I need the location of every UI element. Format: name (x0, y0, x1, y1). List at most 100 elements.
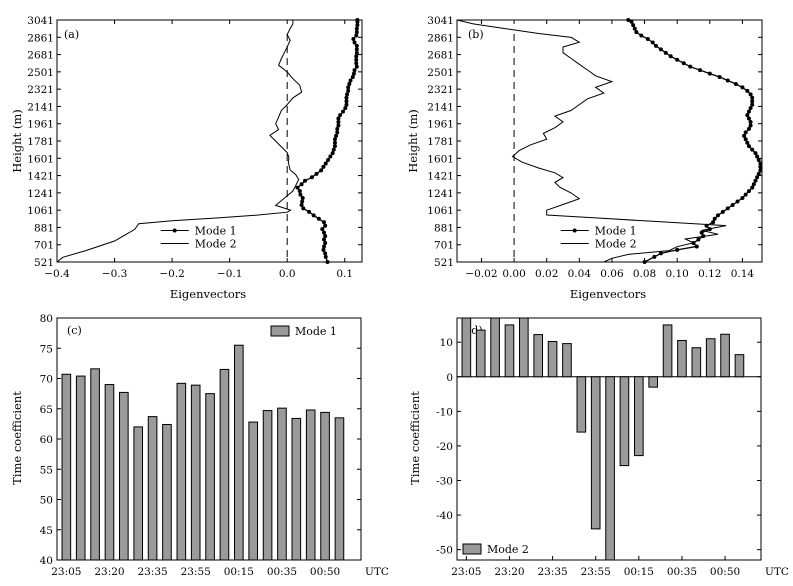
series-1-point (322, 230, 327, 235)
series-1-point (645, 37, 650, 42)
panel-c-ylabel: Time coefficient (10, 391, 24, 485)
series-1-point (331, 147, 336, 152)
series-1-point (740, 85, 745, 90)
series-1-point (323, 161, 328, 166)
panel-a-axes: 521 701 881 1061 1241 1421 1601 1781 1961 2141 232… (27, 15, 363, 280)
x-unit-label: UTC (365, 566, 389, 578)
bar (590, 376, 601, 530)
series-1-point (642, 260, 647, 264)
x-tick-label: 0.00 (502, 268, 525, 280)
bar (162, 423, 172, 560)
series-1-point (311, 213, 316, 218)
x-tick-label: 23:35 (137, 566, 167, 578)
panel-a-label: (a) (64, 28, 79, 41)
bars (61, 344, 345, 560)
series-1-point (351, 37, 356, 42)
x-tick-label: 0.08 (633, 268, 656, 280)
series-1-point (346, 85, 351, 90)
series-1-point (354, 26, 359, 31)
panel-d-axes: -50 -40 -30 -20 -10 0 10 23:05 23:20 23:35 23:55 00… (436, 317, 789, 578)
series-1-point (323, 234, 328, 239)
series-1-point (740, 196, 745, 201)
panel-c: (c) 40 45 50 55 60 65 70 75 80 23:05 23:20 23:35 23:… (10, 313, 389, 578)
series-1-point (668, 54, 673, 59)
series-1-point (335, 126, 340, 131)
series-1-point (717, 75, 722, 80)
bar (176, 382, 187, 560)
series-1-point (745, 113, 750, 118)
x-tick-label: 23:55 (581, 566, 611, 578)
y-tick-label: 1241 (427, 188, 454, 200)
bar (320, 411, 330, 560)
y-tick-label: -10 (436, 406, 453, 418)
series-1-point (626, 18, 631, 22)
series-1-point (325, 260, 330, 264)
legend-label-1: Mode 1 (595, 225, 637, 238)
panel-c-plot (61, 344, 345, 560)
series-1-point (355, 18, 360, 22)
bar (734, 354, 745, 378)
series-1-point (300, 199, 305, 204)
panel-d-ylabel: Time coefficient (408, 391, 422, 485)
series-1-point (715, 213, 720, 218)
series-1-point (750, 102, 755, 107)
series-1-point (352, 40, 357, 45)
series-1-point (332, 140, 337, 145)
bar (720, 333, 730, 378)
panel-a-ylabel: Height (m) (10, 109, 24, 172)
series-1-point (335, 130, 340, 135)
series-1-point (343, 106, 348, 111)
bar (219, 368, 230, 560)
bar (90, 368, 100, 560)
series-1-point (347, 81, 352, 86)
series-1-line (296, 20, 359, 263)
series-1-point (755, 175, 760, 180)
y-tick-label: 2321 (427, 84, 454, 96)
series-1-point (354, 33, 359, 38)
bar (205, 393, 215, 560)
bar (619, 376, 630, 467)
y-tick-label: 75 (40, 343, 53, 355)
series-1-point (745, 88, 750, 93)
series-1-point (338, 113, 343, 118)
series-1-point (725, 206, 730, 211)
series-1-point (746, 109, 751, 114)
series-1-point (629, 19, 634, 24)
series-1-point (323, 240, 328, 245)
bar (262, 410, 273, 560)
bar (576, 376, 587, 433)
y-tick-label: 2861 (427, 32, 454, 44)
series-1-point (323, 223, 328, 228)
y-tick-label: -20 (436, 441, 453, 453)
series-1-point (336, 116, 341, 121)
bar (662, 324, 673, 378)
series-1-point (743, 192, 748, 197)
series-1-point (319, 168, 324, 173)
series-1-point (653, 43, 658, 48)
bar (533, 334, 544, 378)
series-1-point (707, 71, 712, 76)
series-1-point (675, 247, 680, 252)
y-tick-label: 1241 (27, 188, 54, 200)
series-1-line (627, 19, 762, 263)
series-1-point (322, 220, 327, 225)
bar (119, 391, 129, 560)
series-1-point (743, 130, 748, 135)
y-tick-label: 701 (434, 240, 454, 252)
y-tick-label: 1601 (427, 153, 454, 165)
series-1-point (750, 147, 755, 152)
bar (605, 376, 615, 560)
series-1-point (743, 137, 748, 142)
y-tick-label: 3041 (27, 15, 54, 27)
series-1-point (720, 209, 725, 214)
series-1-point (746, 116, 751, 121)
series-1-point (332, 137, 337, 142)
panel-c-axes: 40 45 50 55 60 65 70 75 80 23:05 23:20 23:35 23:55 00… (40, 313, 389, 578)
series-1-point (297, 189, 302, 194)
series-1-point (354, 50, 359, 55)
x-tick-label: 0.04 (568, 268, 592, 280)
series-1-point (694, 244, 699, 249)
bar (475, 329, 486, 378)
legend-marker (172, 228, 177, 233)
